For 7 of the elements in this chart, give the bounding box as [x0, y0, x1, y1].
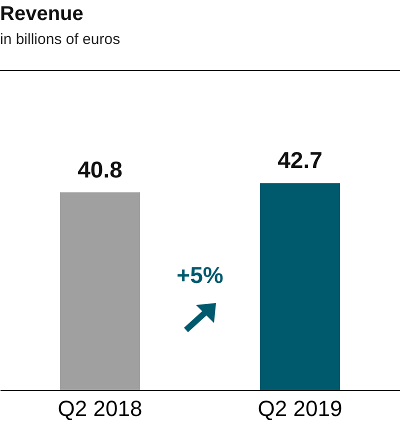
- x-tick-label: Q2 2019: [258, 396, 342, 421]
- data-label: 42.7: [278, 147, 322, 174]
- chart-title: Revenue: [0, 3, 84, 25]
- x-tick-label: Q2 2018: [58, 396, 142, 421]
- annotation: +5%: [176, 262, 224, 289]
- chart-subtitle: in billions of euros: [0, 31, 120, 48]
- data-label: 40.8: [78, 156, 123, 182]
